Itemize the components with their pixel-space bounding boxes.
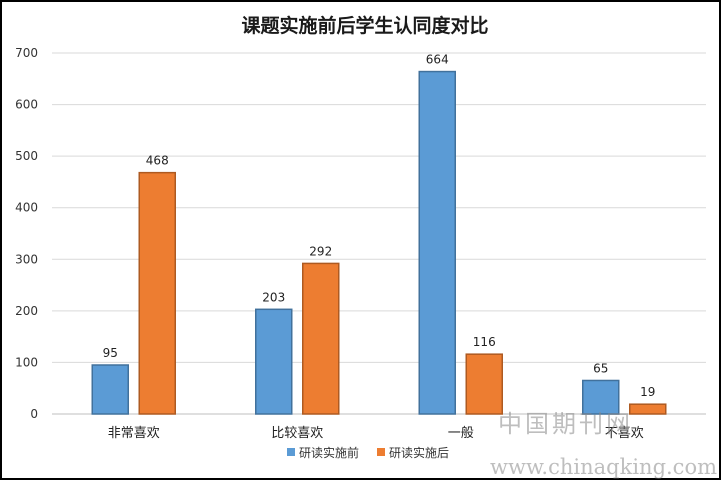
x-tick-label: 一般: [448, 425, 474, 441]
data-label: 19: [640, 385, 655, 399]
data-label: 468: [146, 154, 169, 168]
y-tick-label: 600: [15, 98, 38, 112]
data-label: 116: [473, 335, 496, 349]
y-tick-label: 200: [15, 304, 38, 318]
bar: [91, 364, 129, 415]
y-tick-label: 300: [15, 252, 38, 266]
bar: [302, 262, 340, 415]
watermark-url: www.chinaqking.com: [490, 455, 717, 479]
bar: [465, 353, 503, 415]
watermark: 中国期刊网 www.chinaqking.com: [490, 410, 717, 479]
y-tick-label: 500: [15, 149, 38, 163]
legend-swatch: [287, 448, 295, 456]
x-tick-label: 不喜欢: [605, 426, 644, 441]
y-tick-label: 700: [15, 46, 38, 60]
legend-label: 研读实施前: [299, 445, 359, 460]
legend-label: 研读实施后: [389, 445, 449, 460]
watermark-cn: 中国期刊网: [498, 410, 633, 438]
data-label: 292: [309, 244, 332, 258]
x-tick-label: 比较喜欢: [271, 426, 323, 441]
data-label: 65: [593, 361, 608, 375]
y-tick-label: 400: [15, 201, 38, 215]
data-label: 203: [262, 290, 285, 304]
x-tick-label: 非常喜欢: [108, 426, 160, 441]
bar: [138, 171, 176, 415]
y-axis: 0 100 200 300 400 500 600 700: [15, 46, 38, 421]
chart-title: 课题实施前后学生认同度对比: [241, 14, 488, 37]
data-label: 95: [103, 346, 118, 360]
legend-swatch: [377, 448, 385, 456]
legend: 研读实施前 研读实施后: [287, 445, 449, 460]
bar: [582, 379, 620, 415]
y-tick-label: 0: [30, 407, 38, 421]
bar: [255, 308, 293, 415]
y-tick-label: 100: [15, 355, 38, 369]
bar: [418, 70, 456, 415]
bars: 95 468 203 292 664 116 65 19: [91, 53, 667, 415]
bar: [629, 403, 667, 415]
x-axis: 非常喜欢 比较喜欢 一般 不喜欢: [108, 425, 644, 441]
data-label: 664: [426, 53, 449, 67]
